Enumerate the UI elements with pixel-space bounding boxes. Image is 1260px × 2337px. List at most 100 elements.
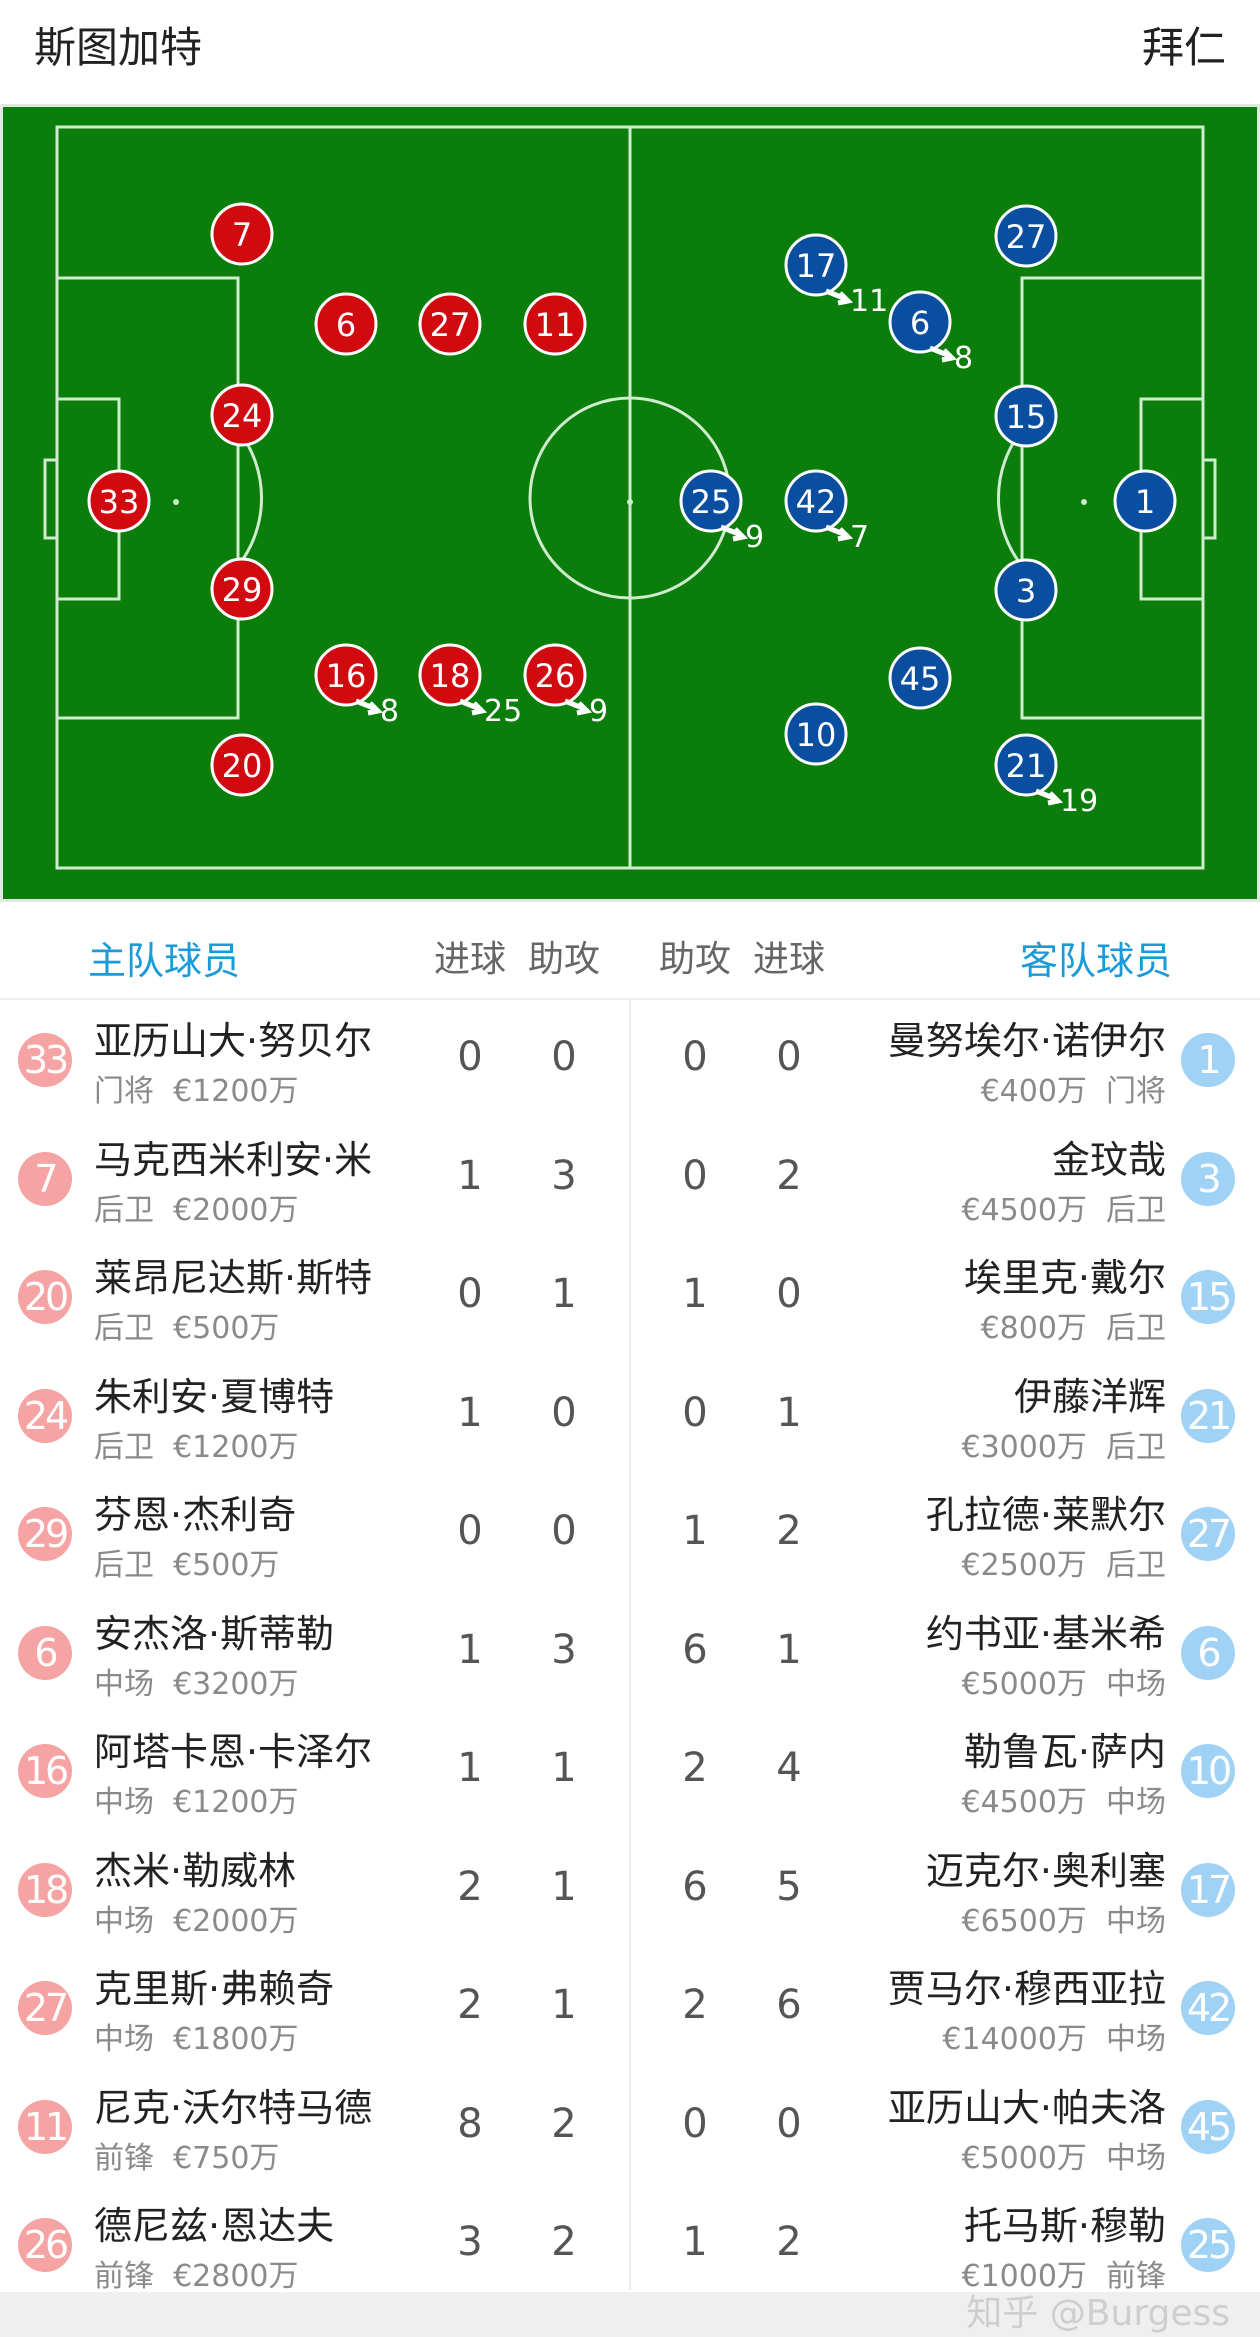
home-assists: 1	[551, 1745, 577, 1791]
away-player-name[interactable]: 约书亚·基米希	[925, 1611, 1166, 1656]
home-goals: 1	[457, 1152, 483, 1199]
home-player-name[interactable]: 亚历山大·努贝尔	[94, 1019, 373, 1063]
away-player-name[interactable]: 金玟哉	[1051, 1137, 1166, 1182]
away-player-marker[interactable]: 3	[994, 558, 1058, 622]
away-goals: 1	[776, 1389, 802, 1436]
away-player-marker[interactable]: 25 9	[679, 469, 764, 555]
home-assists: 1	[551, 1863, 577, 1910]
home-player-name[interactable]: 克里斯·弗赖奇	[94, 1967, 335, 2011]
away-player-info: €3000万 后卫	[961, 1422, 1166, 1466]
home-player-number-badge: 6	[18, 1625, 72, 1680]
home-player-marker[interactable]: 27	[418, 292, 482, 356]
market-value: €4500万	[961, 1785, 1087, 1820]
table-row: 29 芬恩·杰利奇 后卫 €500万 0 0 1 2 孔拉德·莱默尔 €2500…	[0, 1474, 1260, 1592]
away-player-marker[interactable]: 42 7	[784, 469, 869, 555]
home-player-marker[interactable]: 24	[210, 383, 274, 447]
home-player-marker[interactable]: 6	[314, 292, 378, 356]
away-player-marker[interactable]: 15	[994, 384, 1058, 448]
away-player-name[interactable]: 迈克尔·奥利塞	[925, 1848, 1166, 1893]
home-player-name[interactable]: 阿塔卡恩·卡泽尔	[94, 1730, 373, 1774]
away-player-marker[interactable]: 45	[888, 646, 952, 710]
home-player-name[interactable]: 杰米·勒威林	[94, 1848, 297, 1893]
lineup-pitch: 7 6 27 11 24 33 29 16 8 18 25 26 9 20 27 17 11 6 8 15 1 25 9 42…	[0, 104, 1260, 902]
player-circle	[87, 469, 151, 533]
position: 后卫	[1106, 1192, 1166, 1228]
away-player-marker[interactable]: 10	[784, 702, 848, 766]
home-player-name[interactable]: 德尼兹·恩达夫	[94, 2204, 335, 2248]
away-player-name[interactable]: 孔拉德·莱默尔	[925, 1493, 1166, 1537]
player-number: 27	[430, 306, 471, 344]
home-player-marker[interactable]: 33	[87, 469, 151, 533]
away-player-name[interactable]: 贾马尔·穆西亚拉	[887, 1967, 1166, 2011]
player-circle	[210, 202, 274, 266]
table-row: 26 德尼兹·恩达夫 前锋 €2800万 3 2 1 2 托马斯·穆勒 €100…	[0, 2185, 1260, 2303]
player-number: 17	[796, 247, 837, 285]
away-player-marker[interactable]: 21 19	[994, 733, 1098, 819]
player-circle	[523, 292, 587, 356]
position: 中场	[94, 2022, 154, 2057]
away-assists: 1	[682, 2219, 708, 2265]
home-player-marker[interactable]: 7	[210, 202, 274, 266]
player-circle	[1113, 469, 1177, 533]
away-player-marker[interactable]: 1	[1113, 469, 1177, 533]
position: 中场	[1106, 1903, 1166, 1939]
home-assists-header: 助攻	[527, 939, 601, 980]
home-player-info: 中场 €1200万	[94, 1777, 299, 1821]
home-goals: 3	[457, 2219, 483, 2265]
substitute-number: 8	[380, 694, 399, 729]
away-player-name[interactable]: 勒鲁瓦·萨内	[963, 1730, 1166, 1774]
home-player-name[interactable]: 莱昂尼达斯·斯特	[94, 1256, 373, 1300]
away-player-name[interactable]: 埃里克·戴尔	[963, 1256, 1166, 1300]
home-player-marker[interactable]: 16 8	[314, 643, 399, 729]
away-player-name[interactable]: 托马斯·穆勒	[963, 2204, 1166, 2248]
substitute-number: 8	[954, 341, 973, 376]
home-player-name[interactable]: 尼克·沃尔特马德	[94, 2085, 373, 2130]
home-player-info: 后卫 €1200万	[94, 1422, 299, 1466]
away-player-name[interactable]: 伊藤洋辉	[1013, 1374, 1166, 1419]
table-row: 16 阿塔卡恩·卡泽尔 中场 €1200万 1 1 2 4 勒鲁瓦·萨内 €45…	[0, 1711, 1260, 1829]
player-circle	[418, 643, 482, 707]
away-player-marker[interactable]: 68	[888, 290, 973, 376]
market-value: €3000万	[961, 1429, 1087, 1465]
column-divider	[629, 1000, 631, 2290]
position: 前锋	[94, 2259, 154, 2294]
away-goals: 2	[776, 1152, 802, 1199]
away-team-name: 拜仁	[1141, 23, 1226, 72]
away-player-name[interactable]: 曼努埃尔·诺伊尔	[887, 1019, 1166, 1063]
home-player-name[interactable]: 马克西米利安·米	[94, 1137, 373, 1182]
home-player-info: 后卫 €500万	[94, 1303, 279, 1347]
home-player-name[interactable]: 安杰洛·斯蒂勒	[94, 1611, 335, 1656]
away-assists: 2	[682, 1982, 708, 2028]
home-player-number-badge: 11	[18, 2099, 72, 2154]
market-value: €14000万	[942, 2022, 1087, 2057]
home-player-marker[interactable]: 26 9	[523, 643, 608, 729]
market-value: €2000万	[173, 1903, 299, 1939]
home-player-name[interactable]: 朱利安·夏博特	[94, 1374, 335, 1419]
home-player-number-badge: 26	[18, 2218, 72, 2272]
away-player-number-badge: 42	[1181, 1981, 1235, 2035]
away-player-name[interactable]: 亚历山大·帕夫洛	[887, 2085, 1166, 2130]
position: 中场	[1106, 2022, 1166, 2057]
home-player-name[interactable]: 芬恩·杰利奇	[94, 1493, 297, 1537]
home-goals: 0	[457, 1271, 483, 1317]
home-assists: 0	[551, 1034, 577, 1080]
table-header: 主队球员 进球 助攻 助攻 进球 客队球员	[0, 920, 1260, 1000]
away-goals: 0	[776, 2100, 802, 2147]
home-player-marker[interactable]: 11	[523, 292, 587, 356]
player-circle	[418, 292, 482, 356]
market-value: €500万	[173, 1311, 280, 1346]
market-value: €800万	[980, 1311, 1087, 1346]
market-value: €1800万	[173, 2022, 299, 2057]
home-player-number-badge: 20	[18, 1270, 72, 1324]
home-player-marker[interactable]: 20	[210, 733, 274, 797]
position: 中场	[94, 1666, 154, 1702]
position: 后卫	[1106, 1311, 1166, 1346]
home-goals: 1	[457, 1626, 483, 1673]
home-player-marker[interactable]: 29	[210, 557, 274, 621]
table-row: 27 克里斯·弗赖奇 中场 €1800万 2 1 2 6 贾马尔·穆西亚拉 €1…	[0, 1948, 1260, 2066]
away-player-marker[interactable]: 27	[994, 204, 1058, 268]
away-player-number-badge: 25	[1181, 2218, 1235, 2272]
